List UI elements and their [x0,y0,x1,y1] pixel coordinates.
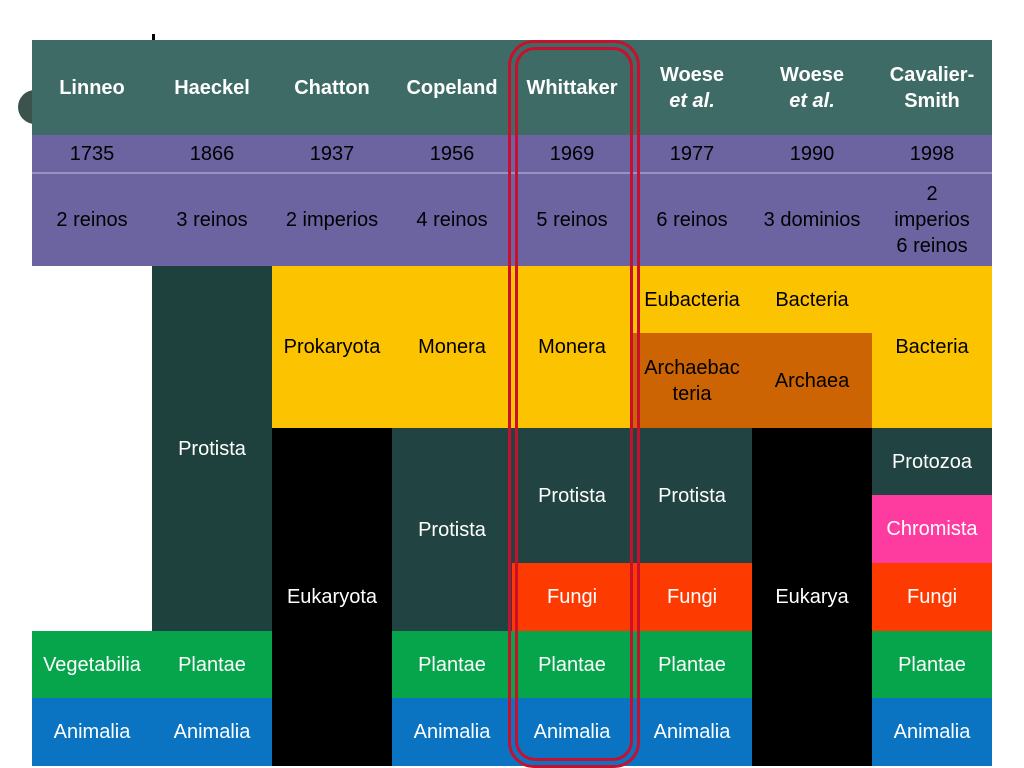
taxon-copeland-monera: Monera [392,266,512,428]
taxon-cavalier-protozoa: Protozoa [872,428,992,495]
taxon-haeckel-protista: Protista [152,266,272,631]
taxon-copeland-plantae: Plantae [392,631,512,698]
taxon-cavalier-animalia: Animalia [872,698,992,766]
header-whittaker-label: Whittaker [526,76,618,99]
taxon-whittaker-monera: Monera [512,266,632,428]
header-linneo: Linneo [32,40,152,135]
taxon-whittaker-protista: Protista [512,428,632,563]
year-cell: 1735 [32,135,152,172]
header-woese-1977-label: Woese [659,63,725,86]
year-cell: 1866 [152,135,272,172]
taxon-linneo-animalia: Animalia [32,698,152,766]
grouping-cell: 2 imperios [272,172,392,266]
year-cell: 1998 [872,135,992,172]
header-woese-1990-sub: et al. [789,89,835,112]
classification-table: Linneo Haeckel Chatton Copeland Whittake… [32,40,992,768]
year-cell: 1977 [632,135,752,172]
taxon-linneo-vegetabilia: Vegetabilia [32,631,152,698]
taxon-cavalier-bacteria: Bacteria [872,266,992,428]
header-whittaker: Whittaker [512,40,632,135]
taxon-whittaker-animalia: Animalia [512,698,632,766]
grouping-cell: 3 reinos [152,172,272,266]
taxon-woese1977-archaebacteria: Archaebacteria [632,333,752,428]
taxon-woese1977-eubacteria: Eubacteria [632,266,752,333]
year-cell: 1969 [512,135,632,172]
header-cavalier-smith-label: Cavalier-Smith [889,63,975,112]
taxon-woese1990-archaea: Archaea [752,333,872,428]
taxon-copeland-animalia: Animalia [392,698,512,766]
taxon-cavalier-chromista: Chromista [872,495,992,563]
year-cell: 1937 [272,135,392,172]
header-woese-1990-label: Woese [779,63,845,86]
taxon-whittaker-fungi: Fungi [512,563,632,631]
taxon-chatton-eukaryota: Eukaryota [272,428,392,766]
header-cavalier-smith: Cavalier-Smith [872,40,992,135]
header-haeckel: Haeckel [152,40,272,135]
taxon-whittaker-plantae: Plantae [512,631,632,698]
header-woese-1977: Woese et al. [632,40,752,135]
taxon-haeckel-plantae: Plantae [152,631,272,698]
header-copeland-label: Copeland [406,76,498,99]
taxon-woese1977-plantae: Plantae [632,631,752,698]
taxon-woese1977-protista: Protista [632,428,752,563]
grouping-cell: 4 reinos [392,172,512,266]
grouping-cell: 3 dominios [752,172,872,266]
header-chatton: Chatton [272,40,392,135]
header-linneo-label: Linneo [59,76,125,99]
taxon-woese1990-bacteria: Bacteria [752,266,872,333]
taxon-haeckel-animalia: Animalia [152,698,272,766]
header-woese-1977-sub: et al. [669,89,715,112]
header-chatton-label: Chatton [294,76,370,99]
grouping-cell: 5 reinos [512,172,632,266]
taxon-woese1977-fungi: Fungi [632,563,752,631]
header-woese-1990: Woese et al. [752,40,872,135]
header-copeland: Copeland [392,40,512,135]
grouping-cell: 2 reinos [32,172,152,266]
grouping-cell: 6 reinos [632,172,752,266]
taxon-woese1990-eukarya: Eukarya [752,428,872,766]
grouping-cell: 2 imperios 6 reinos [872,172,992,266]
taxon-chatton-prokaryota: Prokaryota [272,266,392,428]
empty-cell [32,266,152,631]
taxon-woese1977-animalia: Animalia [632,698,752,766]
taxon-cavalier-plantae: Plantae [872,631,992,698]
year-cell: 1990 [752,135,872,172]
header-haeckel-label: Haeckel [174,76,250,99]
taxon-copeland-protista: Protista [392,428,512,631]
year-cell: 1956 [392,135,512,172]
taxon-cavalier-fungi: Fungi [872,563,992,631]
